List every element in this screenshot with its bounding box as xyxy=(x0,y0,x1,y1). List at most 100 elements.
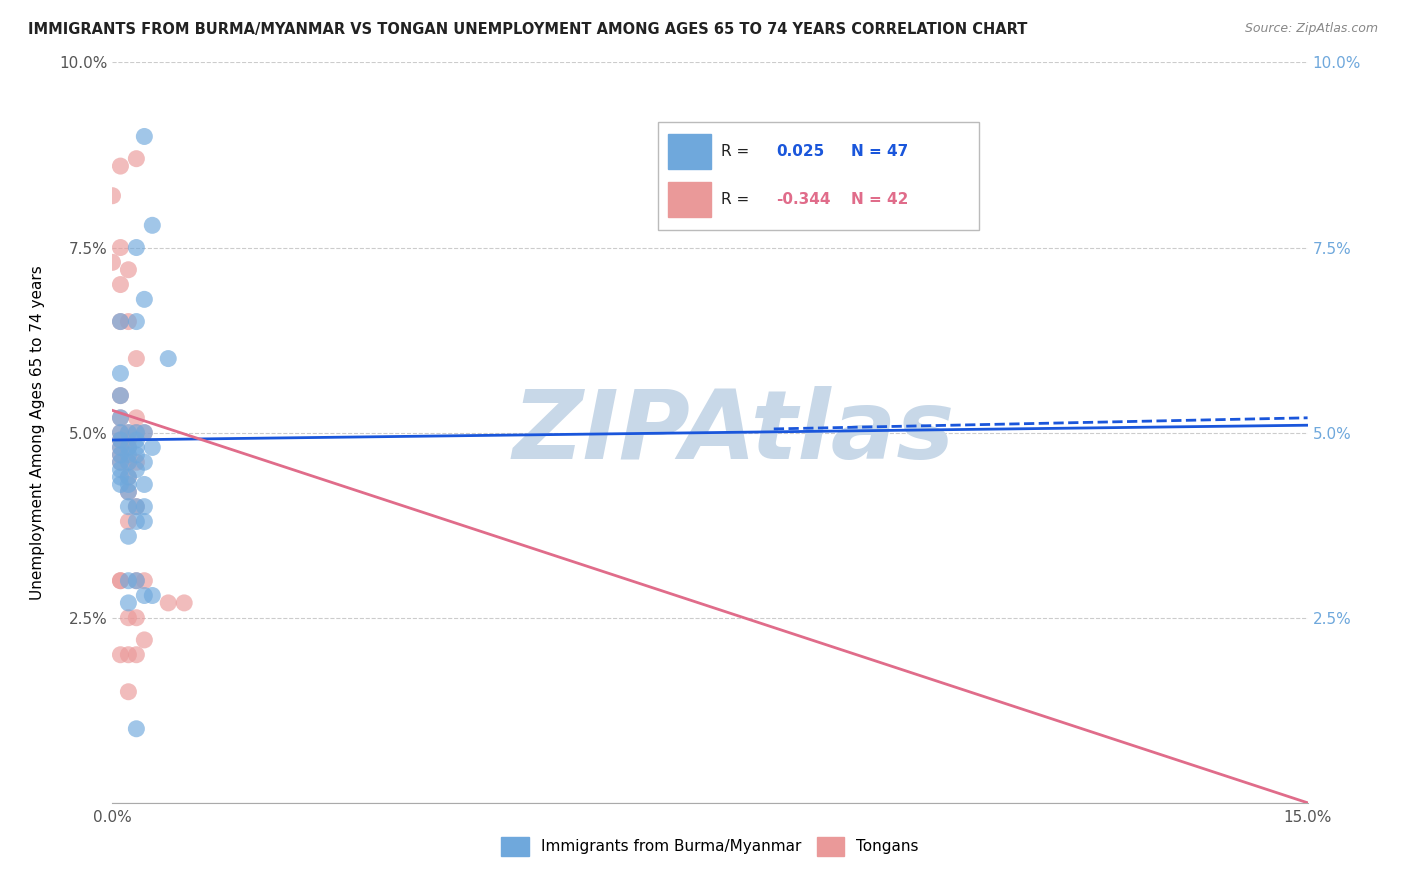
Point xyxy=(110,277,132,292)
Point xyxy=(125,410,148,425)
Point xyxy=(110,448,132,462)
Text: ZIPAtlas: ZIPAtlas xyxy=(513,386,955,479)
Text: N = 47: N = 47 xyxy=(852,144,908,159)
Point xyxy=(134,425,156,440)
Point xyxy=(110,410,132,425)
Point xyxy=(134,455,156,469)
Bar xyxy=(668,182,711,218)
Point xyxy=(110,410,132,425)
Text: R =: R = xyxy=(721,144,754,159)
Point xyxy=(134,632,156,647)
Point xyxy=(125,574,148,588)
Point xyxy=(117,441,139,455)
Point xyxy=(117,610,139,624)
Point xyxy=(101,188,124,202)
Point xyxy=(134,515,156,529)
Point xyxy=(117,314,139,328)
Bar xyxy=(668,134,711,169)
Point xyxy=(110,388,132,402)
Point xyxy=(173,596,195,610)
Point xyxy=(762,145,785,159)
Point xyxy=(117,470,139,484)
Point xyxy=(117,648,139,662)
Point xyxy=(141,441,163,455)
Point xyxy=(117,425,139,440)
Point xyxy=(125,455,148,469)
Legend: Immigrants from Burma/Myanmar, Tongans: Immigrants from Burma/Myanmar, Tongans xyxy=(495,831,925,862)
Point xyxy=(125,314,148,328)
Point xyxy=(134,293,156,307)
Point xyxy=(117,596,139,610)
Point xyxy=(110,448,132,462)
Point xyxy=(117,262,139,277)
Point xyxy=(117,425,139,440)
Point xyxy=(134,500,156,514)
Point xyxy=(117,515,139,529)
Point xyxy=(125,722,148,736)
Point xyxy=(117,529,139,543)
Point xyxy=(117,441,139,455)
Point xyxy=(125,574,148,588)
Point xyxy=(125,462,148,476)
Point xyxy=(117,455,139,469)
Point xyxy=(110,159,132,173)
Point xyxy=(110,574,132,588)
Point xyxy=(110,648,132,662)
Text: -0.344: -0.344 xyxy=(776,193,831,208)
Point xyxy=(125,425,148,440)
Point xyxy=(125,515,148,529)
Point xyxy=(117,500,139,514)
Point xyxy=(110,455,132,469)
Point xyxy=(141,589,163,603)
Point xyxy=(125,500,148,514)
Point xyxy=(141,219,163,233)
Point xyxy=(117,477,139,491)
Point xyxy=(117,484,139,499)
Point xyxy=(110,441,132,455)
Text: 0.025: 0.025 xyxy=(776,144,824,159)
Point xyxy=(110,470,132,484)
Point xyxy=(117,470,139,484)
Point xyxy=(110,314,132,328)
Point xyxy=(125,152,148,166)
Point xyxy=(125,240,148,255)
Point xyxy=(110,477,132,491)
Point xyxy=(117,484,139,499)
Point xyxy=(110,425,132,440)
Point xyxy=(117,448,139,462)
Point xyxy=(134,589,156,603)
Y-axis label: Unemployment Among Ages 65 to 74 years: Unemployment Among Ages 65 to 74 years xyxy=(31,265,45,600)
Point xyxy=(110,455,132,469)
Point xyxy=(134,129,156,144)
Text: Source: ZipAtlas.com: Source: ZipAtlas.com xyxy=(1244,22,1378,36)
Text: R =: R = xyxy=(721,193,754,208)
Point xyxy=(117,433,139,447)
Point xyxy=(101,255,124,269)
Point xyxy=(125,425,148,440)
Point xyxy=(110,433,132,447)
Point xyxy=(117,574,139,588)
Text: IMMIGRANTS FROM BURMA/MYANMAR VS TONGAN UNEMPLOYMENT AMONG AGES 65 TO 74 YEARS C: IMMIGRANTS FROM BURMA/MYANMAR VS TONGAN … xyxy=(28,22,1028,37)
Point xyxy=(134,477,156,491)
Point xyxy=(125,351,148,366)
Point xyxy=(125,610,148,624)
Point xyxy=(125,433,148,447)
Point xyxy=(110,462,132,476)
Point xyxy=(110,314,132,328)
Point xyxy=(134,425,156,440)
Text: N = 42: N = 42 xyxy=(852,193,908,208)
Point xyxy=(110,425,132,440)
Point xyxy=(110,388,132,402)
Point xyxy=(157,596,180,610)
Point xyxy=(117,685,139,699)
Point xyxy=(125,448,148,462)
Point xyxy=(110,433,132,447)
FancyBboxPatch shape xyxy=(658,122,979,229)
Point xyxy=(125,441,148,455)
Point xyxy=(110,367,132,381)
Point xyxy=(110,240,132,255)
Point xyxy=(110,441,132,455)
Point xyxy=(125,500,148,514)
Point xyxy=(110,574,132,588)
Point xyxy=(134,574,156,588)
